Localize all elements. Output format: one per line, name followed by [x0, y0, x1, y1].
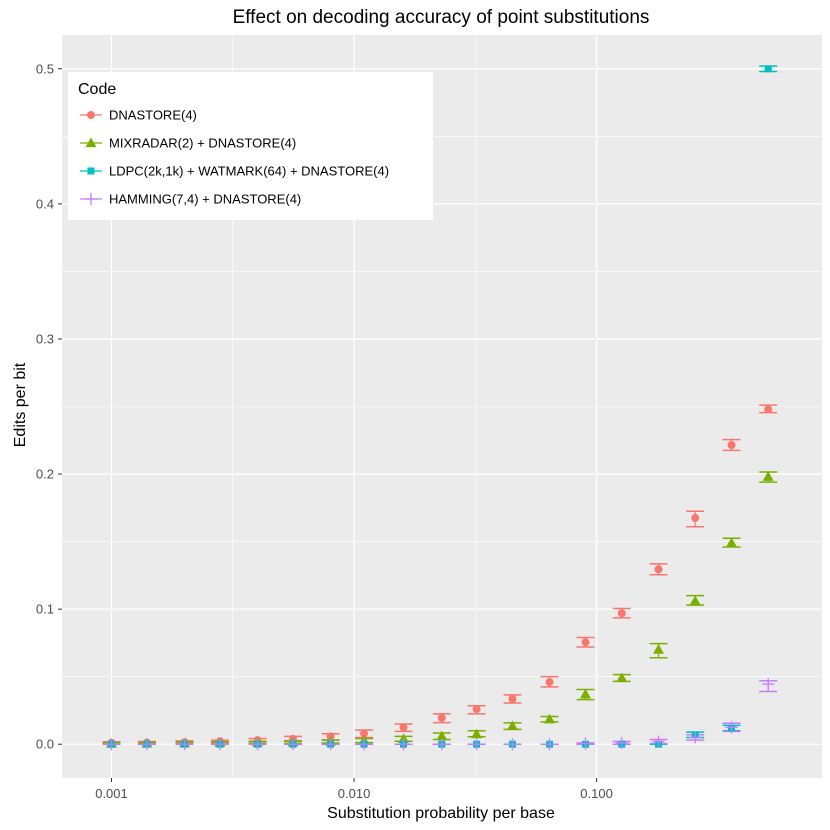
data-point: [399, 723, 408, 732]
legend-item: HAMMING(7,4) + DNASTORE(4): [80, 192, 301, 207]
legend-label: HAMMING(7,4) + DNASTORE(4): [109, 192, 301, 207]
legend-title: Code: [78, 81, 116, 98]
legend-swatch-marker: [87, 111, 95, 119]
x-tick-label: 0.100: [580, 786, 613, 801]
data-point: [691, 513, 700, 522]
data-point: [506, 720, 518, 731]
y-axis-title: Edits per bit: [12, 362, 29, 447]
data-point: [324, 738, 337, 751]
legend-item: MIXRADAR(2) + DNASTORE(4): [80, 136, 296, 151]
y-tick-label: 0.5: [36, 61, 54, 76]
data-point: [543, 738, 556, 751]
legend-item: DNASTORE(4): [80, 108, 197, 123]
x-axis-title: Substitution probability per base: [327, 805, 555, 822]
data-point: [762, 678, 775, 691]
data-points: [105, 65, 775, 751]
data-point: [506, 738, 519, 751]
data-point: [617, 609, 626, 618]
legend-swatch-marker: [85, 137, 97, 148]
data-point: [358, 738, 371, 751]
data-point: [689, 595, 701, 606]
data-point: [472, 705, 481, 714]
data-point: [436, 730, 448, 741]
legend-swatch-marker: [87, 167, 95, 175]
data-point: [764, 405, 773, 414]
data-point: [579, 737, 592, 750]
data-point: [654, 565, 663, 574]
y-tick-label: 0.4: [36, 196, 54, 211]
legend-swatch-marker: [85, 193, 97, 205]
x-tick-label: 0.010: [338, 786, 371, 801]
data-point: [545, 678, 554, 687]
data-point: [725, 721, 738, 734]
legend: Code DNASTORE(4) MIXRADAR(2) + DNASTORE(4…: [68, 72, 433, 220]
legend-item: LDPC(2k,1k) + WATMARK(64) + DNASTORE(4): [80, 164, 389, 179]
data-point: [616, 672, 628, 683]
data-point: [726, 537, 738, 548]
data-point: [544, 713, 556, 724]
data-point: [397, 738, 410, 751]
chart-title: Effect on decoding accuracy of point sub…: [233, 7, 650, 28]
data-point: [213, 738, 226, 751]
data-point: [764, 65, 772, 73]
legend-label: LDPC(2k,1k) + WATMARK(64) + DNASTORE(4): [109, 164, 389, 179]
data-point: [286, 738, 299, 751]
data-point: [437, 713, 446, 722]
data-point: [251, 738, 264, 751]
data-point: [470, 738, 483, 751]
data-point: [508, 694, 517, 703]
y-tick-label: 0.1: [36, 602, 54, 617]
x-axis: 0.001 0.010 0.100: [95, 778, 613, 801]
y-tick-label: 0.3: [36, 331, 54, 346]
data-point: [471, 728, 483, 739]
data-point: [398, 733, 410, 743]
data-point: [689, 731, 702, 744]
data-point: [652, 644, 664, 654]
legend-box: [68, 72, 433, 220]
data-point: [762, 471, 774, 481]
data-point: [652, 735, 665, 748]
data-point: [140, 738, 153, 751]
x-tick-label: 0.001: [95, 786, 128, 801]
legend-label: MIXRADAR(2) + DNASTORE(4): [109, 136, 296, 151]
y-axis: 0.0 0.1 0.2 0.3 0.4 0.5: [36, 61, 62, 752]
grid-minor: [62, 35, 822, 778]
data-point: [178, 738, 191, 751]
data-point: [579, 688, 591, 699]
data-point: [105, 738, 118, 751]
data-point: [615, 736, 628, 749]
y-tick-label: 0.0: [36, 737, 54, 752]
data-point: [435, 738, 448, 751]
legend-label: DNASTORE(4): [109, 108, 197, 123]
data-point: [727, 441, 736, 450]
data-point: [581, 638, 590, 647]
data-point: [360, 729, 369, 738]
y-tick-label: 0.2: [36, 467, 54, 482]
